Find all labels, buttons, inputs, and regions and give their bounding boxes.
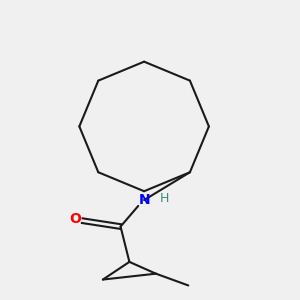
Text: N: N (138, 193, 150, 207)
Text: H: H (160, 192, 169, 205)
Text: O: O (69, 212, 81, 226)
